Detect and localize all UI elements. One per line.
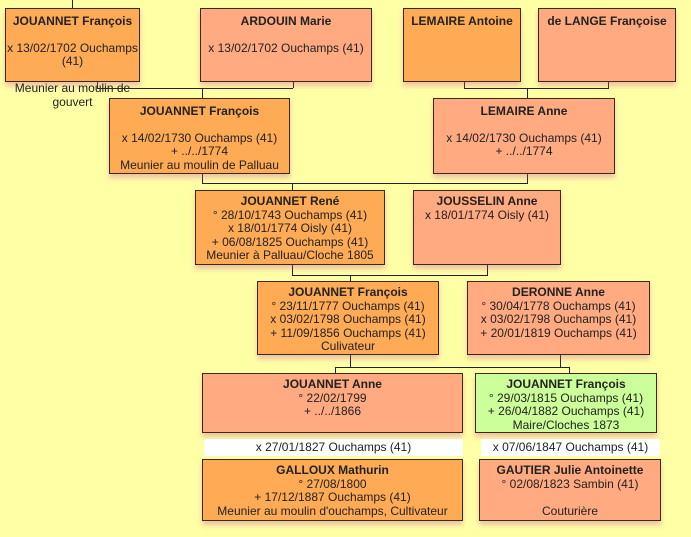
person-name: JOUANNET François [12, 14, 133, 28]
person-box[interactable]: JOUANNET Anne ° 22/02/1799 + ../../1866 [202, 373, 463, 433]
person-detail: ° 23/11/1777 Ouchamps (41) [271, 298, 425, 313]
person-detail: + ../../1774 [495, 144, 553, 158]
person-box[interactable]: JOUANNET René ° 28/10/1743 Ouchamps (41) x… [195, 190, 385, 265]
person-detail: Meunier au moulin de gouvert [14, 81, 131, 109]
person-detail: + 06/08/1825 Ouchamps (41) [211, 234, 369, 249]
person-detail: ° 22/02/1799 [298, 390, 367, 405]
connector [97, 82, 98, 88]
person-name: JOUANNET François [288, 285, 408, 299]
marriage-label: x 07/06/1847 Ouchamps (41) [481, 439, 660, 456]
person-box[interactable]: JOUANNET François x 14/02/1730 Ouchamps (… [109, 98, 290, 174]
person-detail: ° 02/08/1823 Sambin (41) [501, 476, 639, 491]
person-box[interactable]: DERONNE Anne ° 30/04/1778 Ouchamps (41) x … [467, 281, 650, 355]
person-name: ARDOUIN Marie [240, 14, 332, 28]
person-box[interactable]: de LANGE Françoise [538, 8, 676, 82]
person-detail: + 11/09/1856 Ouchamps (41) [270, 325, 426, 340]
person-detail: x 14/02/1730 Ouchamps (41) [121, 130, 278, 145]
person-detail: ° 28/10/1743 Ouchamps (41) [212, 207, 368, 222]
person-detail: ° 27/08/1800 [298, 476, 367, 491]
connector [487, 265, 488, 275]
connector [464, 82, 465, 88]
person-detail: x 18/01/1774 Oisly (41) [227, 221, 353, 235]
person-detail: ° 29/03/1815 Ouchamps (41) [488, 390, 644, 405]
connector [527, 174, 528, 183]
person-name: LEMAIRE Anne [480, 104, 568, 118]
connector [527, 88, 528, 98]
person-box[interactable]: LEMAIRE Antoine [403, 8, 521, 82]
connector [335, 367, 336, 373]
person-detail: Culivateur [320, 339, 376, 353]
connector [350, 275, 351, 281]
connector [350, 355, 351, 367]
connector [202, 88, 203, 98]
person-detail: x 03/02/1798 Ouchamps (41) [270, 312, 426, 326]
person-box[interactable]: JOUSSELIN Anne x 18/01/1774 Oisly (41) [413, 190, 561, 265]
person-detail: Maire/Cloches 1873 [512, 417, 620, 432]
connector [202, 174, 203, 183]
person-name: JOUANNET Anne [283, 377, 382, 391]
connector [97, 88, 293, 89]
connector [560, 355, 561, 367]
person-name: JOUANNET François [139, 104, 260, 118]
person-detail: + 17/12/1887 Ouchamps (41) [254, 490, 411, 504]
marriage-label: x 27/01/1827 Ouchamps (41) [204, 439, 463, 456]
person-detail: x 13/02/1702 Ouchamps (41) [7, 40, 138, 68]
connector [292, 275, 488, 276]
person-name: DERONNE Anne [512, 285, 605, 299]
person-name: GAUTIER Julie Antoinette [496, 463, 644, 477]
person-name: JOUANNET René [240, 194, 340, 208]
person-detail: ° 30/04/1778 Ouchamps (41) [481, 298, 636, 313]
person-detail: + 26/04/1882 Ouchamps (41) [487, 404, 645, 418]
person-detail: x 13/02/1702 Ouchamps (41) [208, 40, 364, 55]
person-detail: x 03/02/1798 Ouchamps (41) [480, 312, 637, 326]
person-detail [6, 69, 139, 83]
person-detail: Meunier au moulin de Palluau [120, 157, 279, 172]
person-box[interactable]: LEMAIRE Anne x 14/02/1730 Ouchamps (41) + … [433, 98, 615, 174]
connector [72, 0, 73, 8]
connector [335, 367, 570, 368]
person-box[interactable]: ARDOUIN Marie x 13/02/1702 Ouchamps (41) [200, 8, 372, 82]
person-box[interactable]: JOUANNET François ° 23/11/1777 Ouchamps (… [257, 281, 439, 355]
person-detail: + ../../1866 [303, 404, 362, 418]
person-name: de LANGE Françoise [547, 14, 667, 28]
person-detail: Couturière [541, 503, 599, 518]
person-detail: + 20/01/1819 Ouchamps (41) [480, 325, 637, 340]
connector [293, 82, 294, 88]
person-name: JOUANNET François [506, 377, 626, 391]
connector [569, 367, 570, 373]
person-box[interactable]: GALLOUX Mathurin ° 27/08/1800 + 17/12/1887… [202, 459, 463, 521]
person-name: LEMAIRE Antoine [411, 14, 513, 28]
person-detail: Meunier à Palluau/Cloche 1805 [206, 248, 374, 262]
person-box[interactable]: JOUANNET François ° 29/03/1815 Ouchamps (… [475, 373, 657, 433]
connector [292, 265, 293, 275]
person-name: GALLOUX Mathurin [276, 463, 389, 477]
person-detail: + ../../1774 [170, 144, 229, 158]
person-name: JOUSSELIN Anne [436, 194, 538, 208]
person-detail: x 18/01/1774 Oisly (41) [424, 207, 550, 222]
person-box[interactable]: JOUANNET François x 13/02/1702 Ouchamps (… [5, 8, 140, 108]
connector [464, 88, 609, 89]
person-detail [480, 491, 660, 505]
connector [292, 183, 293, 190]
person-detail: x 14/02/1730 Ouchamps (41) [446, 130, 602, 145]
person-detail: Meunier au moulin d'ouchamps, Cultivateu… [217, 503, 448, 518]
person-box[interactable]: GAUTIER Julie Antoinette ° 02/08/1823 Sam… [479, 459, 661, 521]
connector [202, 183, 528, 184]
connector [608, 82, 609, 88]
